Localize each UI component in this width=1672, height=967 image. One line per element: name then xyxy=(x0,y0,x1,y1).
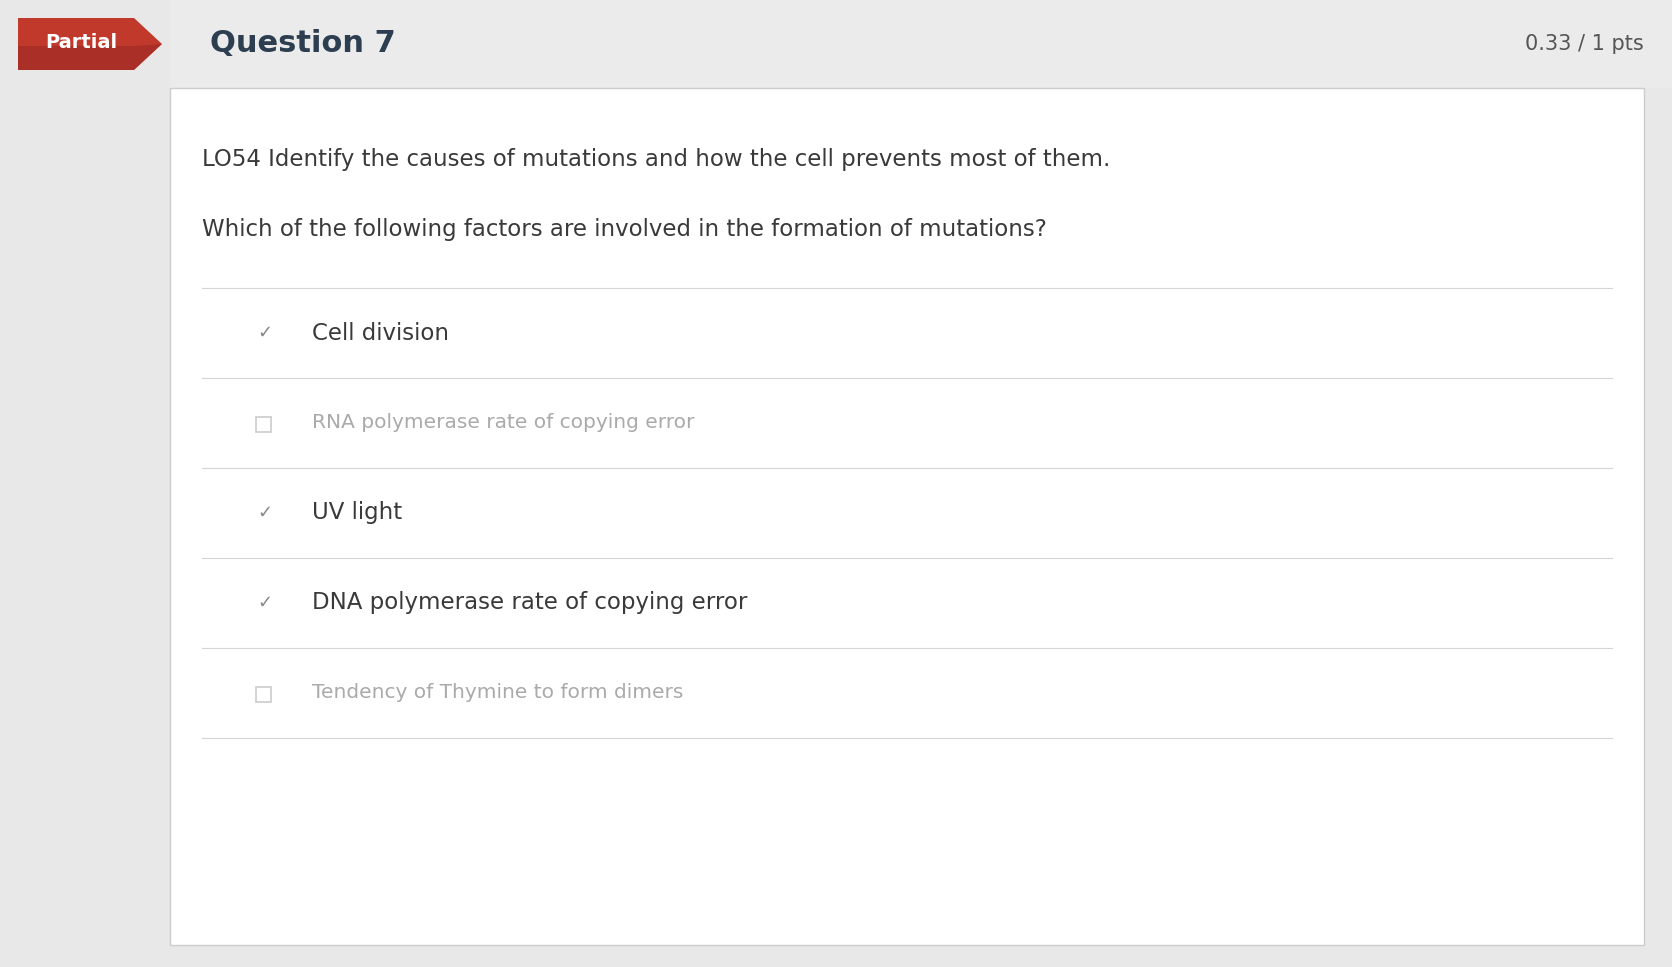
Polygon shape xyxy=(18,44,162,70)
Text: 0.33 / 1 pts: 0.33 / 1 pts xyxy=(1525,34,1644,54)
Text: Which of the following factors are involved in the formation of mutations?: Which of the following factors are invol… xyxy=(202,218,1047,241)
Text: UV light: UV light xyxy=(313,502,403,524)
Text: RNA polymerase rate of copying error: RNA polymerase rate of copying error xyxy=(313,414,694,432)
Text: ✓: ✓ xyxy=(257,594,273,612)
Text: ✓: ✓ xyxy=(257,324,273,342)
Text: LO54 Identify the causes of mutations and how the cell prevents most of them.: LO54 Identify the causes of mutations an… xyxy=(202,148,1110,171)
Polygon shape xyxy=(18,18,162,70)
Bar xyxy=(256,417,271,432)
Bar xyxy=(171,0,1672,88)
Text: Question 7: Question 7 xyxy=(211,30,396,58)
Bar xyxy=(256,687,271,702)
Text: ✓: ✓ xyxy=(257,504,273,522)
Text: Partial: Partial xyxy=(45,34,117,52)
Text: Cell division: Cell division xyxy=(313,321,450,344)
Text: Tendency of Thymine to form dimers: Tendency of Thymine to form dimers xyxy=(313,684,684,702)
Text: DNA polymerase rate of copying error: DNA polymerase rate of copying error xyxy=(313,592,747,614)
FancyBboxPatch shape xyxy=(171,88,1644,945)
